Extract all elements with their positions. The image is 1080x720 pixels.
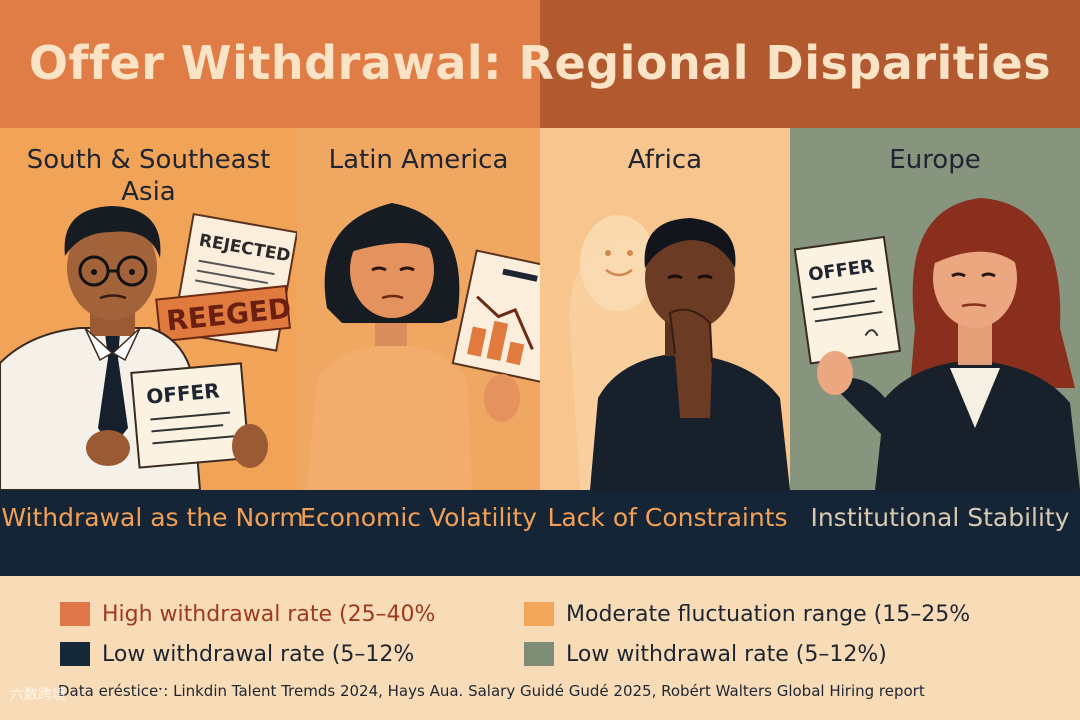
legend-item-low: Low withdrawal rate (5–12% — [60, 638, 414, 670]
panel-latin-america: Latin America — [297, 128, 540, 490]
caption-band: Withdrawal as the Norm Economic Volatili… — [0, 490, 1080, 576]
illustration-man-with-offers: REJECTED REEGED OFFER — [0, 206, 297, 490]
legend-label: Low withdrawal rate (5–12% — [102, 641, 415, 667]
panel-europe: OFFER Europe — [790, 128, 1080, 490]
legend-swatch — [60, 602, 90, 626]
offer-document: OFFER — [130, 362, 251, 469]
title-band-left — [0, 0, 540, 128]
legend-label: Low withdrawal rate (5–12%) — [566, 641, 887, 667]
data-source-note: Data erésticeˑ: Linkdin Talent Tremds 2… — [58, 682, 925, 700]
legend-item-high: High withdrawal rate (25–40% — [60, 598, 435, 630]
illustration-thinking-man — [569, 215, 790, 490]
legend-item-low-europe: Low withdrawal rate (5–12%) — [524, 638, 887, 670]
legend-swatch — [524, 642, 554, 666]
region-label-south-southeast-asia: South & Southeast Asia — [26, 145, 271, 207]
legend-label: Moderate fluctuation range (15–25% — [566, 601, 971, 627]
offer-document-europe: OFFER — [793, 235, 902, 365]
legend: High withdrawal rate (25–40% Moderate fl… — [0, 576, 1080, 720]
title-band: Offer Withdrawal: Regional Disparities — [0, 0, 1080, 128]
caption-south-southeast-asia: Withdrawal as the Norm — [1, 503, 304, 532]
caption-latin-america: Economic Volatility — [300, 503, 537, 532]
title-band-right — [540, 0, 1080, 128]
watermark: 六数跨境 — [10, 687, 66, 703]
caption-africa: Lack of Constraints — [547, 503, 788, 532]
declining-chart-document — [451, 249, 540, 385]
panel-south-southeast-asia: REJECTED REEGED OFFER — [0, 128, 297, 490]
region-label-europe: Europe — [889, 145, 981, 175]
rejected-stamp: REEGED — [155, 284, 293, 343]
page-title: Offer Withdrawal: Regional Disparities — [28, 36, 1052, 90]
panel-africa: Africa — [540, 128, 790, 490]
legend-item-moderate: Moderate fluctuation range (15–25% — [524, 598, 970, 630]
legend-swatch — [524, 602, 554, 626]
illustration-woman-with-chart — [307, 203, 540, 490]
region-label-latin-america: Latin America — [328, 145, 509, 175]
caption-europe: Institutional Stability — [810, 503, 1070, 532]
region-label-africa: Africa — [627, 145, 703, 175]
legend-swatch — [60, 642, 90, 666]
legend-label: High withdrawal rate (25–40% — [102, 601, 436, 627]
illustration-woman-with-offer: OFFER — [793, 198, 1080, 490]
